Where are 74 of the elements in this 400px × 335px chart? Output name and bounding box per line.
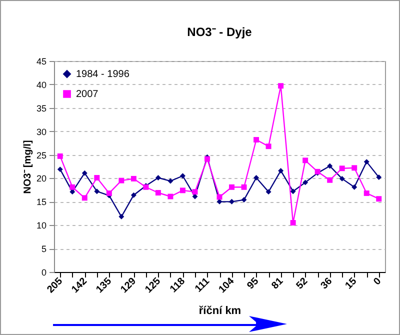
y-tick-label: 20	[36, 174, 46, 184]
y-tick-label: 45	[36, 56, 46, 66]
y-tick-label: 30	[36, 126, 46, 137]
point	[290, 220, 296, 226]
legend-label: 2007	[76, 89, 99, 100]
y-tick-label: 5	[41, 244, 46, 254]
point	[70, 184, 76, 190]
point	[70, 189, 76, 195]
point	[155, 190, 161, 196]
point	[168, 178, 174, 184]
point	[364, 190, 370, 196]
point	[118, 214, 124, 220]
point	[82, 170, 88, 176]
point	[106, 190, 112, 196]
point	[118, 178, 124, 184]
y-tick-label: 10	[36, 220, 46, 231]
x-tick-label: 125	[143, 276, 164, 296]
y-axis-title: NO3⁻ [mg/l]	[22, 140, 34, 194]
x-tick-label: 95	[245, 276, 262, 292]
x-tick-label: 0	[372, 276, 384, 288]
x-tick-label: 135	[94, 276, 114, 296]
x-tick-label: 111	[193, 276, 212, 295]
x-tick-label: 15	[343, 276, 360, 292]
x-tick-label: 205	[45, 276, 66, 296]
point	[82, 195, 88, 201]
point	[229, 198, 234, 204]
point	[254, 175, 260, 180]
point	[339, 176, 345, 182]
point	[57, 166, 63, 172]
x-tick-label: 142	[70, 276, 90, 296]
point	[364, 159, 370, 165]
y-tick-label: 35	[36, 103, 46, 114]
point	[339, 166, 345, 172]
x-tick-label: 81	[270, 276, 286, 292]
point	[266, 189, 272, 195]
point	[130, 176, 136, 182]
point	[278, 168, 284, 174]
y-tick-label: 40	[36, 80, 46, 90]
point	[168, 194, 174, 200]
point	[192, 189, 198, 195]
point	[290, 188, 296, 194]
x-tick-label: 36	[318, 276, 335, 292]
point	[130, 192, 136, 198]
point	[241, 184, 247, 190]
y-tick-label: 15	[36, 197, 46, 208]
point	[180, 188, 186, 194]
point	[376, 196, 382, 202]
point	[376, 174, 382, 180]
point	[155, 175, 161, 180]
x-tick-label: 52	[294, 276, 310, 292]
point	[94, 175, 100, 180]
chart-title: NO3⁻ - Dyje	[187, 25, 252, 39]
point	[278, 83, 284, 89]
point	[216, 194, 222, 200]
point	[229, 184, 234, 190]
point	[57, 153, 63, 159]
y-tick-label: 25	[36, 150, 46, 160]
x-tick-label: 104	[216, 276, 237, 296]
point	[327, 163, 333, 169]
point	[302, 180, 308, 186]
point	[266, 144, 272, 150]
x-tick-label: 118	[168, 276, 188, 296]
point	[94, 188, 100, 194]
point	[254, 137, 260, 143]
x-axis-title: říční km	[198, 304, 242, 317]
point	[327, 177, 333, 183]
y-tick-label: 0	[41, 268, 46, 278]
point	[352, 184, 358, 190]
point	[241, 197, 247, 203]
point	[180, 173, 186, 179]
point	[302, 158, 308, 164]
point	[352, 165, 358, 171]
legend-label: 1984 - 1996	[76, 69, 130, 80]
x-tick-label: 129	[118, 276, 139, 296]
